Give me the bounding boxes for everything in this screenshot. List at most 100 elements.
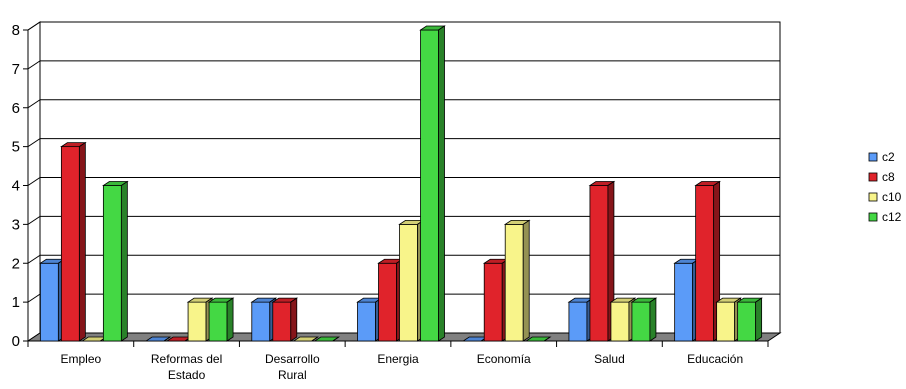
legend-swatch [868,172,878,182]
bar [250,297,278,342]
y-tick-label: 2 [12,255,20,272]
bar [609,297,637,342]
x-tick-label-line: Educación [687,352,743,366]
y-tick-label: 3 [12,216,20,233]
bar-front [39,262,59,342]
x-tick-label: Reformas del Estado [151,352,222,382]
bar [271,297,299,342]
y-tick-label: 1 [12,294,20,311]
bar-side [755,297,763,342]
bar [186,297,214,342]
legend: c2 c8 c10 c12 [868,150,902,224]
x-axis-labels: Empleo Reformas del Estado Desarrollo Rural E… [27,341,769,382]
bar-side [522,219,530,342]
y-tick-label: 5 [12,139,20,156]
bar-front [674,262,694,342]
bar [39,258,66,342]
bar [207,297,235,342]
bar-front [208,301,228,342]
bar-side [543,336,551,342]
bar [630,297,658,342]
y-tick-label: 7 [12,61,20,78]
bars [39,25,763,342]
bar-side [120,180,128,342]
x-tick-label-line: Estado [168,368,206,382]
x-tick-label: Empleo [61,352,102,366]
bar-front [610,301,630,342]
bar-side [78,141,86,342]
x-tick-label: Salud [594,352,625,366]
bar-side [332,336,340,342]
legend-label: c10 [882,190,902,204]
bar [715,297,742,342]
gridline-side [27,293,41,303]
x-tick-label-line: Reformas del [151,352,222,366]
bar-side [311,336,319,342]
bar [482,258,510,342]
bar [292,336,320,342]
legend-label: c8 [882,170,895,184]
bar-front [716,301,736,342]
x-tick-label: Economía [477,352,531,366]
bar-front [272,301,292,342]
y-tick-label: 0 [12,333,20,350]
bar-side [290,297,298,342]
bar-side [226,297,234,342]
bar-side [438,25,445,342]
y-tick-label: 6 [12,100,20,117]
bar [694,180,721,342]
bar-front [483,262,503,342]
bar-front [399,223,418,342]
bar-front [102,185,122,342]
bar-front [378,262,397,342]
bar-side [163,336,171,342]
x-tick-label-line: Salud [594,352,625,366]
gridline-side [27,215,41,225]
gridline-side [27,60,41,70]
gridline-side [27,99,41,109]
bar [419,25,446,342]
gridline-side [27,21,41,31]
bar [398,219,425,342]
gridline-side [27,254,41,264]
bar [102,180,129,342]
bar [165,336,193,342]
x-tick-label: Educación [687,352,743,366]
y-axis-ticks: 0 1 2 3 4 5 6 7 8 [12,22,28,350]
x-tick-label-line: Economía [477,352,531,366]
x-tick-label-line: Empleo [61,352,102,366]
x-tick-label: Energia [377,352,419,366]
bar-front [504,223,524,342]
y-tick-label: 8 [12,22,20,39]
bar-front [737,301,757,342]
bar [524,336,552,342]
bar [736,297,763,342]
gridline-side [27,138,41,148]
bar-front [357,301,376,342]
legend-swatch [868,212,878,222]
x-tick-label-line: Desarrollo [265,352,320,366]
bar-front [60,146,80,342]
bar-front [695,185,715,342]
bar-front [589,185,609,342]
bar [567,297,595,342]
legend-label: c12 [882,210,902,224]
bar [588,180,616,342]
x-tick-label-line: Energia [377,352,419,366]
bar-front [251,301,271,342]
gridlines [27,21,780,303]
bar [377,258,404,342]
x-tick-label: Desarrollo Rural [265,352,320,382]
bar [503,219,531,342]
gridline-side [27,177,41,186]
x-tick-label-line: Rural [278,368,307,382]
bar-front [187,301,207,342]
bar [60,141,87,342]
y-tick-label: 4 [12,178,20,195]
legend-label: c2 [882,150,895,164]
bar [673,258,700,342]
legend-swatch [868,152,878,162]
legend-swatch [868,192,878,202]
bar [356,297,383,342]
